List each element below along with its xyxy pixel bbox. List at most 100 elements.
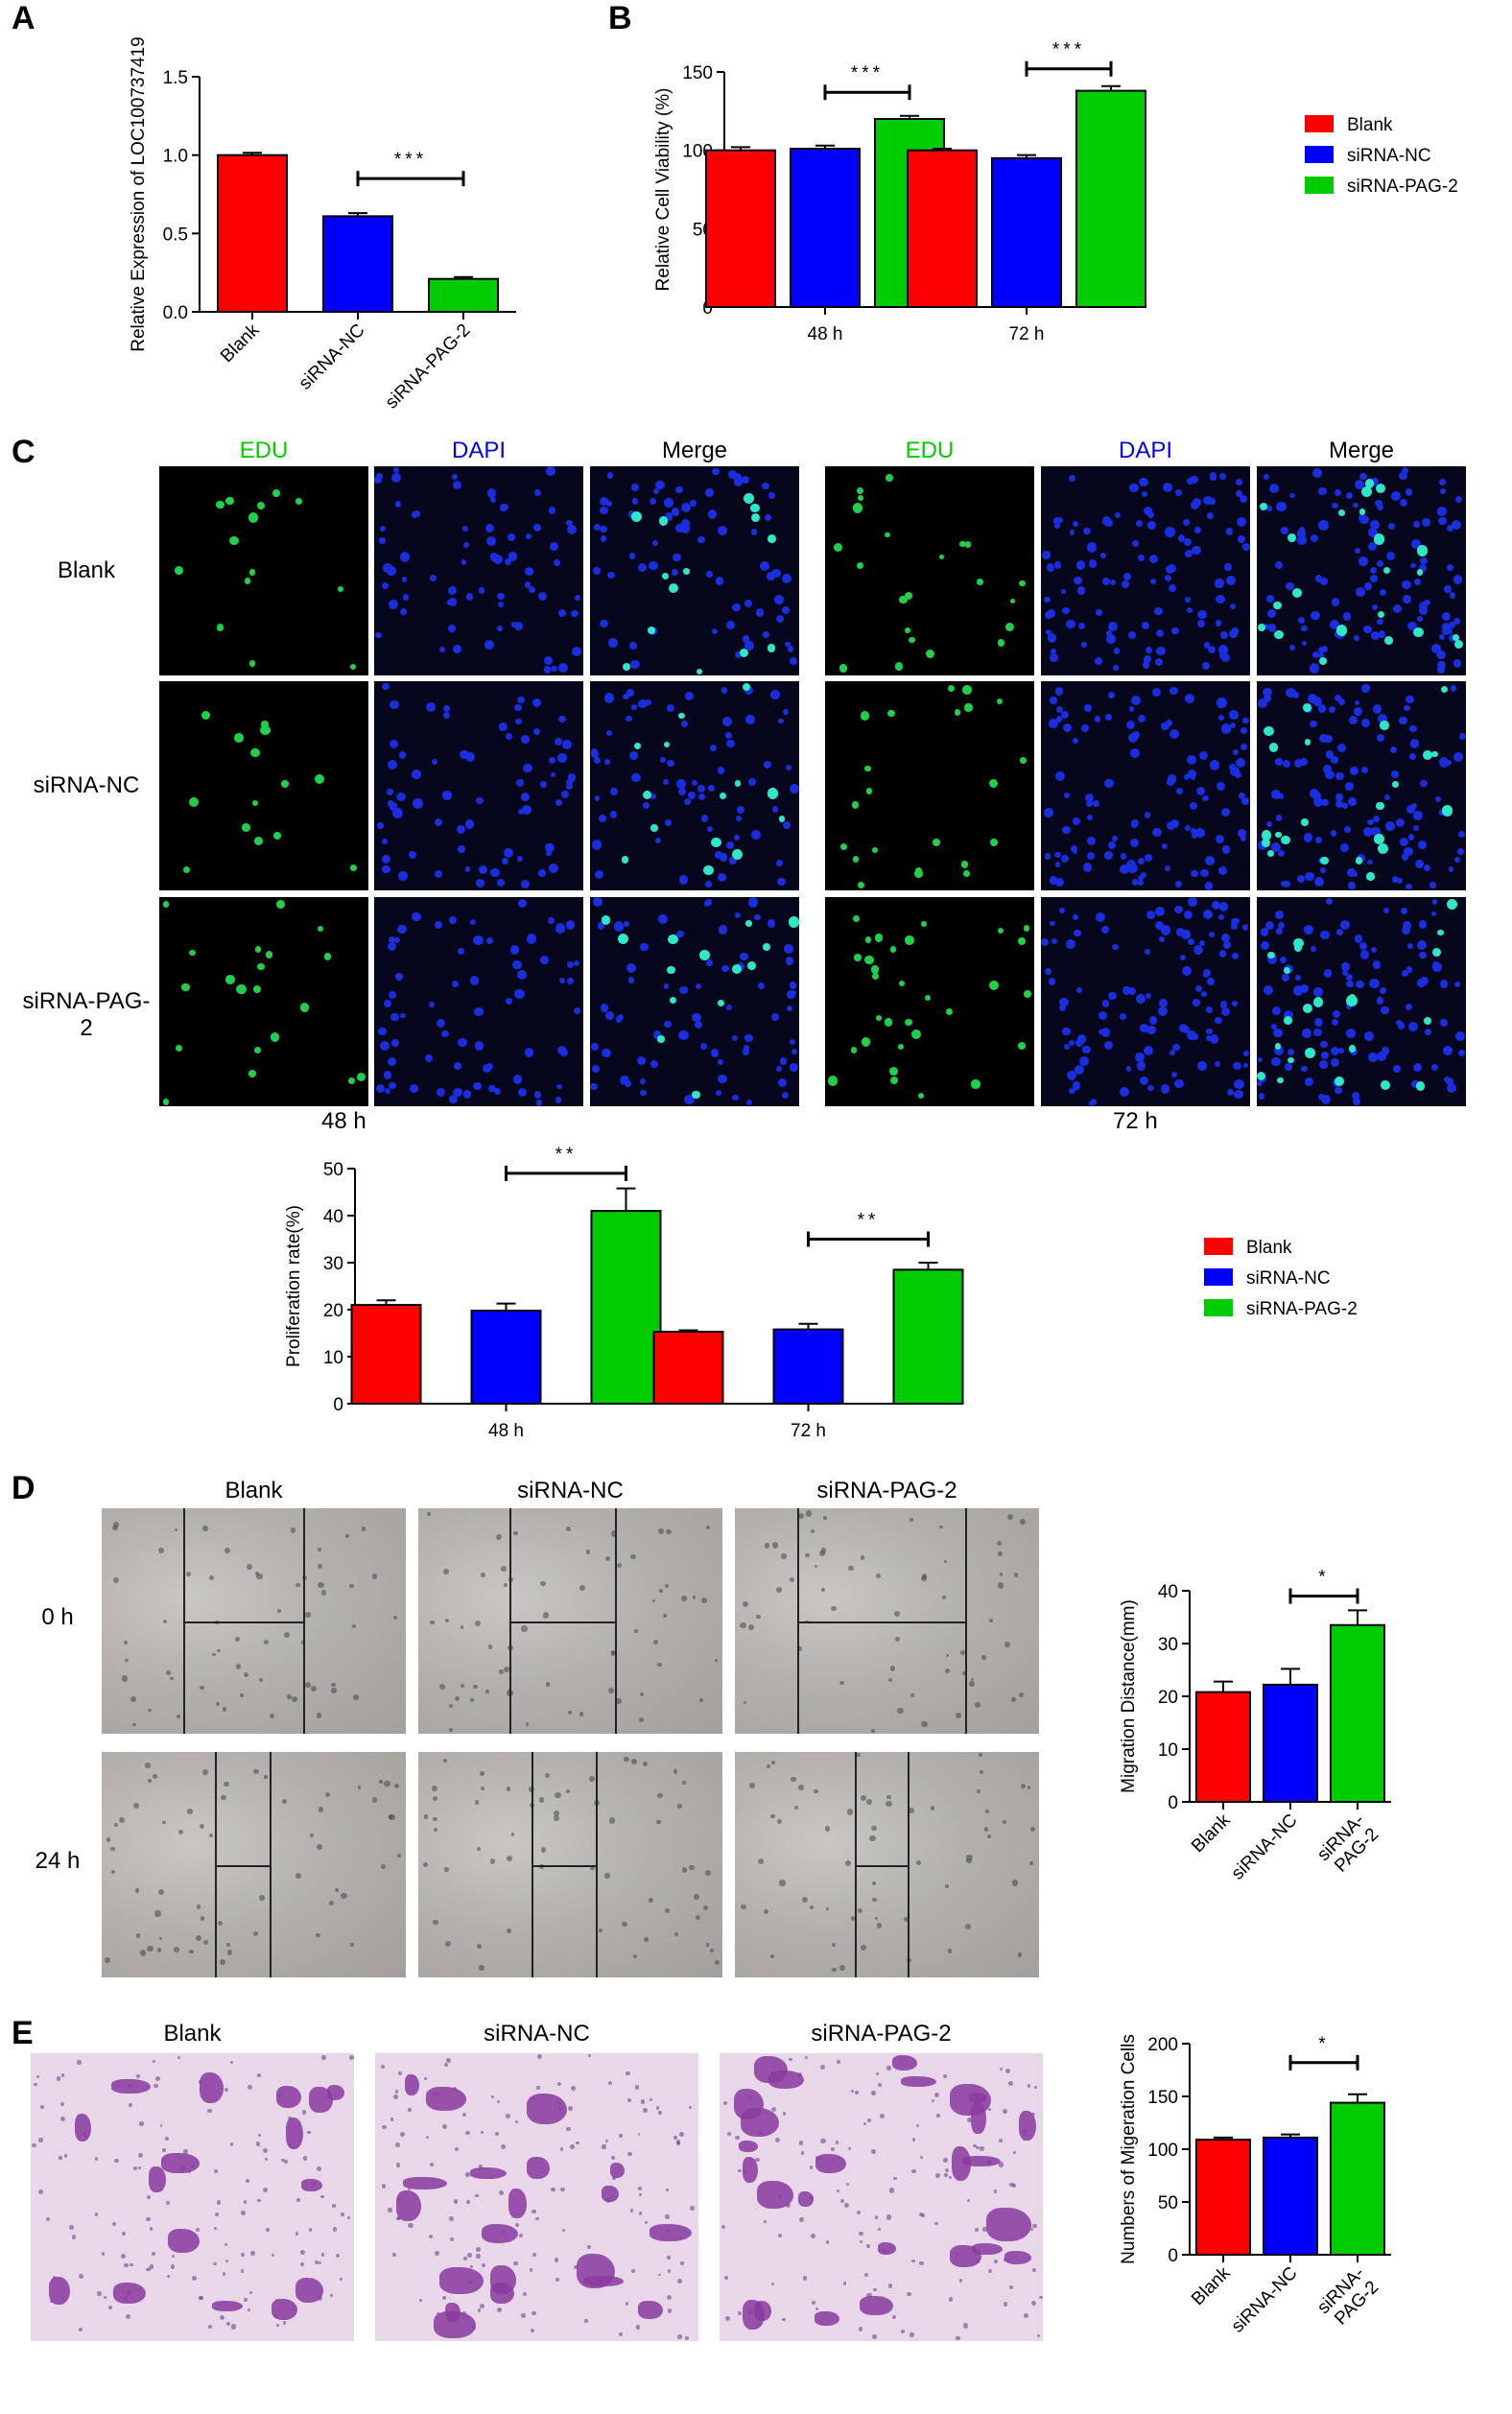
cell-speck — [824, 1826, 831, 1832]
migrated-cell-cluster — [481, 2224, 519, 2243]
pore-speck — [936, 2114, 940, 2118]
dapi-nucleus — [1197, 619, 1206, 627]
cell-speck — [166, 1670, 172, 1676]
pore-speck — [1002, 2109, 1007, 2115]
dapi-nucleus — [434, 920, 443, 930]
dapi-nucleus — [401, 576, 408, 582]
dapi-nucleus — [1447, 1082, 1457, 1093]
edu-nucleus — [864, 936, 871, 943]
dapi-nucleus — [1424, 599, 1430, 605]
dapi-nucleus — [642, 801, 650, 809]
cell-speck — [809, 1905, 815, 1910]
dapi-nucleus — [1421, 518, 1430, 527]
dapi-nucleus — [1401, 908, 1407, 914]
x-tick-label: siRNA-PAG-2 — [1313, 1810, 1382, 1880]
cell-speck — [324, 1791, 331, 1798]
dapi-nucleus — [388, 942, 397, 952]
dapi-nucleus — [746, 1100, 753, 1106]
cell-speck — [432, 1785, 438, 1791]
dapi-nucleus — [717, 1058, 723, 1065]
cell-speck — [110, 1870, 115, 1874]
y-tick-label: 10 — [323, 1348, 343, 1368]
dapi-nucleus — [1363, 626, 1372, 634]
dapi-nucleus — [1370, 566, 1378, 574]
pore-speck — [332, 2227, 338, 2232]
dapi-nucleus — [1380, 987, 1387, 994]
pore-speck — [230, 2324, 237, 2330]
dapi-nucleus — [1241, 924, 1248, 931]
pore-speck — [429, 2162, 434, 2166]
dapi-nucleus — [1224, 563, 1233, 571]
pore-speck — [78, 2327, 83, 2331]
dapi-nucleus — [1319, 930, 1330, 940]
dapi-nucleus — [676, 930, 684, 938]
dapi-nucleus — [1348, 797, 1357, 806]
edu-nucleus — [959, 540, 967, 548]
pore-speck — [1004, 2069, 1010, 2074]
dapi-nucleus — [1458, 732, 1466, 740]
dapi-nucleus — [1257, 1056, 1264, 1063]
dapi-nucleus — [395, 501, 402, 508]
pore-speck — [679, 2131, 684, 2137]
dapi-nucleus — [460, 749, 469, 760]
panel-d-scratch-image — [735, 1508, 1039, 1734]
dapi-nucleus — [1167, 774, 1176, 784]
cell-speck — [740, 1621, 746, 1628]
cell-speck — [202, 1526, 208, 1531]
dapi-nucleus — [744, 641, 754, 651]
dapi-nucleus — [452, 480, 462, 490]
dapi-nucleus — [1165, 864, 1171, 872]
dapi-nucleus — [1243, 1050, 1250, 1056]
cell-speck — [748, 1624, 755, 1631]
dapi-nucleus — [1348, 882, 1356, 889]
dapi-nucleus — [1087, 851, 1096, 860]
pore-speck — [165, 2136, 170, 2141]
dapi-nucleus — [1156, 646, 1166, 655]
dapi-nucleus — [408, 850, 417, 860]
dapi-nucleus — [1450, 685, 1457, 692]
significance-label: *** — [1052, 40, 1085, 60]
dapi-nucleus — [1187, 477, 1195, 485]
edu-nucleus — [314, 774, 324, 785]
dapi-nucleus — [448, 915, 457, 924]
cell-speck — [113, 1577, 119, 1584]
dapi-nucleus — [1344, 826, 1352, 834]
dapi-nucleus — [1436, 650, 1446, 660]
dapi-nucleus — [1240, 726, 1247, 734]
pore-speck — [998, 2162, 1004, 2167]
pore-speck — [568, 2105, 574, 2111]
dapi-nucleus — [474, 1041, 484, 1051]
dapi-nucleus — [1221, 652, 1230, 662]
dapi-nucleus — [484, 523, 495, 533]
pore-speck — [798, 2217, 805, 2223]
cell-speck — [114, 1823, 119, 1828]
dapi-nucleus — [1068, 1073, 1075, 1080]
edu-nucleus — [189, 797, 200, 808]
dapi-nucleus — [1457, 848, 1464, 855]
dapi-nucleus — [599, 506, 608, 515]
cell-speck — [460, 1683, 464, 1688]
dapi-nucleus — [442, 712, 451, 720]
pore-speck — [803, 2276, 808, 2281]
pore-speck — [859, 2231, 864, 2236]
cell-speck — [474, 1621, 481, 1627]
dapi-nucleus — [1138, 857, 1146, 864]
dapi-nucleus — [592, 1065, 601, 1074]
dapi-nucleus — [555, 923, 565, 934]
dapi-nucleus — [1314, 575, 1323, 582]
pore-speck — [314, 2260, 319, 2265]
dapi-nucleus — [1140, 871, 1146, 879]
dapi-nucleus — [1165, 564, 1174, 575]
dapi-nucleus — [1404, 846, 1413, 857]
dapi-nucleus — [1157, 1006, 1168, 1017]
pore-speck — [684, 2336, 689, 2341]
dapi-nucleus — [490, 867, 500, 877]
dapi-nucleus — [1185, 693, 1195, 703]
dapi-nucleus — [1051, 937, 1058, 945]
dapi-nucleus — [465, 593, 473, 601]
migrated-cell-cluster — [211, 2301, 243, 2311]
pore-speck — [820, 2139, 826, 2144]
cell-speck — [897, 1708, 904, 1715]
pore-speck — [587, 2245, 592, 2250]
dapi-nucleus — [1406, 695, 1414, 704]
